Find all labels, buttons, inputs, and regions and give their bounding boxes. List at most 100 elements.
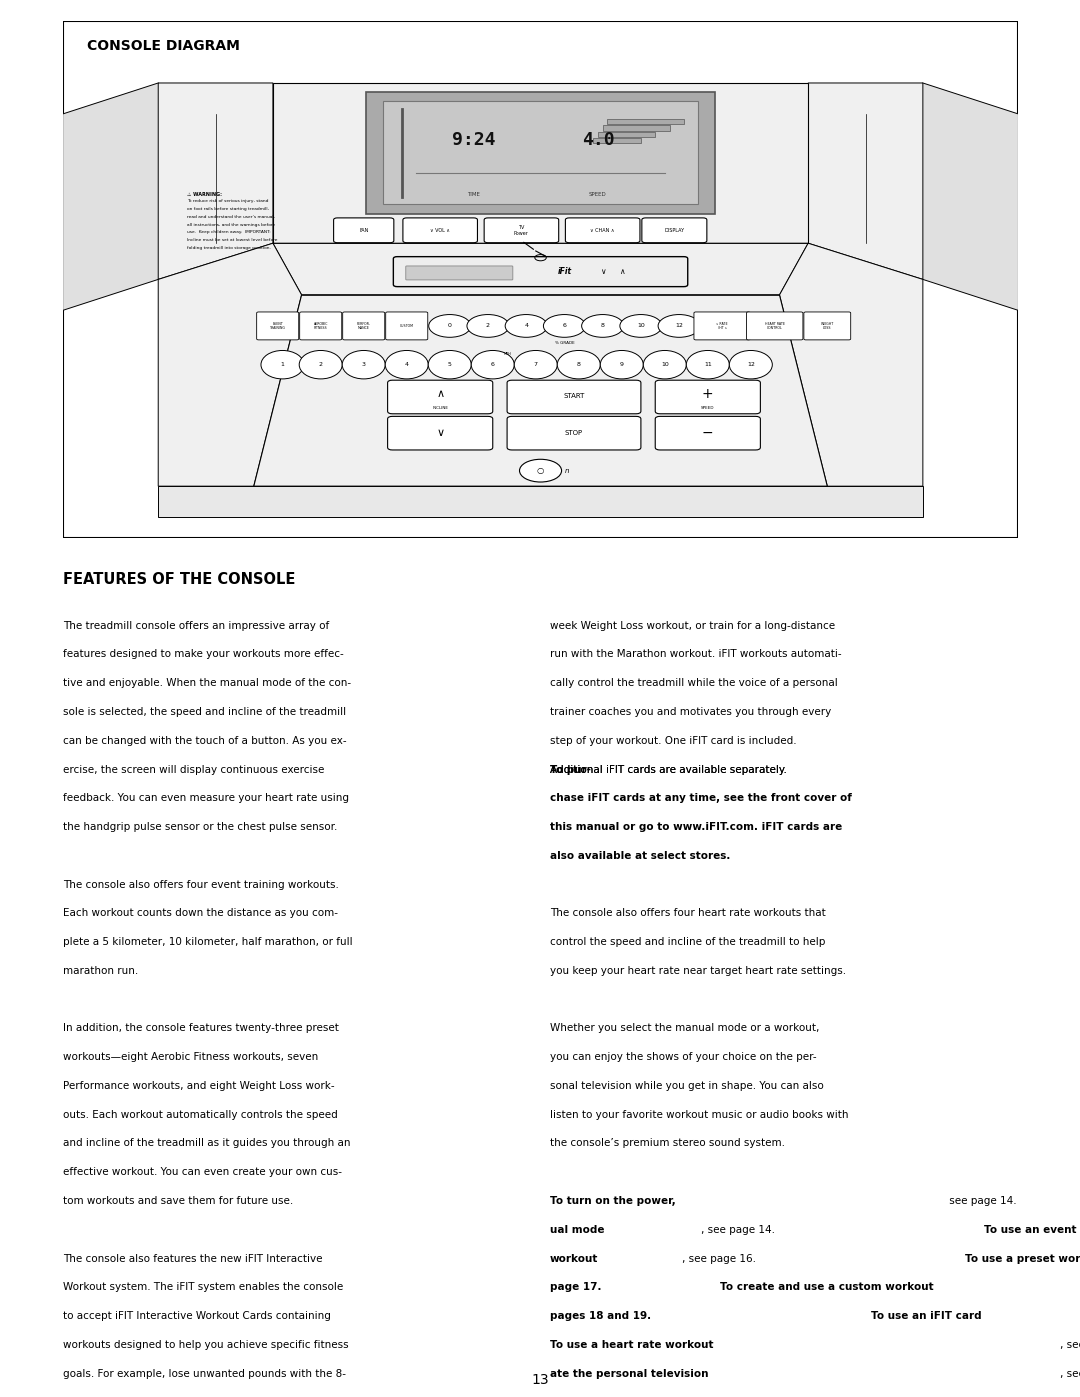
Text: you keep your heart rate near target heart rate settings.: you keep your heart rate near target hea…	[550, 965, 846, 977]
Text: ∧: ∧	[436, 390, 444, 400]
Text: run with the Marathon workout. iFIT workouts automati-: run with the Marathon workout. iFIT work…	[550, 650, 841, 659]
Text: 4: 4	[405, 362, 408, 367]
Circle shape	[658, 314, 700, 337]
Text: 9: 9	[620, 362, 624, 367]
FancyBboxPatch shape	[656, 380, 760, 414]
Ellipse shape	[686, 351, 729, 379]
Text: 4: 4	[524, 324, 528, 328]
Polygon shape	[273, 82, 808, 243]
Text: sonal television while you get in shape. You can also: sonal television while you get in shape.…	[550, 1081, 823, 1091]
Text: To create and use a custom workout: To create and use a custom workout	[719, 1282, 933, 1292]
Text: chase iFIT cards at any time, see the front cover of: chase iFIT cards at any time, see the fr…	[550, 793, 851, 803]
FancyBboxPatch shape	[746, 312, 802, 339]
Circle shape	[467, 314, 509, 337]
Polygon shape	[254, 295, 827, 486]
FancyBboxPatch shape	[694, 312, 751, 339]
Text: you can enjoy the shows of your choice on the per-: you can enjoy the shows of your choice o…	[550, 1052, 816, 1062]
FancyBboxPatch shape	[382, 101, 699, 204]
FancyBboxPatch shape	[656, 416, 760, 450]
Text: Whether you select the manual mode or a workout,: Whether you select the manual mode or a …	[550, 1024, 819, 1034]
Ellipse shape	[261, 351, 303, 379]
Text: ate the personal television: ate the personal television	[550, 1369, 708, 1379]
Text: ercise, the screen will display continuous exercise: ercise, the screen will display continuo…	[63, 764, 324, 774]
Text: sole is selected, the speed and incline of the treadmill: sole is selected, the speed and incline …	[63, 707, 346, 717]
Ellipse shape	[600, 351, 644, 379]
Text: n: n	[565, 468, 569, 474]
Text: To use an event training: To use an event training	[984, 1225, 1080, 1235]
Text: SPEED: SPEED	[701, 405, 715, 409]
Text: see page 14.: see page 14.	[946, 1196, 1021, 1206]
FancyBboxPatch shape	[508, 416, 640, 450]
FancyBboxPatch shape	[406, 265, 513, 279]
FancyBboxPatch shape	[299, 312, 341, 339]
Text: 0: 0	[448, 324, 451, 328]
Text: , see page 22.: , see page 22.	[1059, 1369, 1080, 1379]
Text: feedback. You can even measure your heart rate using: feedback. You can even measure your hear…	[63, 793, 349, 803]
FancyBboxPatch shape	[593, 138, 640, 142]
Text: CUSTOM: CUSTOM	[400, 324, 414, 328]
Text: week Weight Loss workout, or train for a long-distance: week Weight Loss workout, or train for a…	[550, 620, 835, 630]
Text: Additional iFIT cards are available separately.: Additional iFIT cards are available sepa…	[550, 764, 789, 774]
Text: 12: 12	[675, 324, 683, 328]
Text: ○: ○	[537, 467, 544, 475]
Ellipse shape	[729, 351, 772, 379]
Text: 5: 5	[448, 362, 451, 367]
Text: trainer coaches you and motivates you through every: trainer coaches you and motivates you th…	[550, 707, 831, 717]
Text: can be changed with the touch of a button. As you ex-: can be changed with the touch of a butto…	[63, 736, 347, 746]
Text: , see page 14.: , see page 14.	[701, 1225, 778, 1235]
Text: 8: 8	[600, 324, 605, 328]
Text: The console also offers four heart rate workouts that: The console also offers four heart rate …	[550, 908, 825, 918]
FancyBboxPatch shape	[603, 126, 670, 130]
FancyBboxPatch shape	[804, 312, 851, 339]
FancyBboxPatch shape	[257, 312, 299, 339]
Text: 1: 1	[281, 362, 284, 367]
Text: workouts designed to help you achieve specific fitness: workouts designed to help you achieve sp…	[63, 1340, 348, 1350]
Text: , see page 21.: , see page 21.	[1059, 1340, 1080, 1350]
Text: pages 18 and 19.: pages 18 and 19.	[550, 1310, 651, 1322]
Text: The console also offers four event training workouts.: The console also offers four event train…	[63, 880, 338, 890]
Text: 3: 3	[362, 362, 366, 367]
Polygon shape	[808, 82, 923, 279]
Text: to accept iFIT Interactive Workout Cards containing: to accept iFIT Interactive Workout Cards…	[63, 1310, 330, 1322]
FancyBboxPatch shape	[334, 218, 394, 243]
Text: control the speed and incline of the treadmill to help: control the speed and incline of the tre…	[550, 937, 825, 947]
Polygon shape	[780, 243, 923, 486]
Text: The treadmill console offers an impressive array of: The treadmill console offers an impressi…	[63, 620, 329, 630]
Text: EVENT
TRAINING: EVENT TRAINING	[270, 321, 285, 330]
Text: ∨ VOL ∧: ∨ VOL ∧	[430, 228, 450, 233]
Circle shape	[519, 460, 562, 482]
Text: In addition, the console features twenty-three preset: In addition, the console features twenty…	[63, 1024, 338, 1034]
Text: ∨: ∨	[599, 267, 606, 277]
Text: 10: 10	[637, 324, 645, 328]
Text: 7: 7	[534, 362, 538, 367]
Text: plete a 5 kilometer, 10 kilometer, half marathon, or full: plete a 5 kilometer, 10 kilometer, half …	[63, 937, 352, 947]
FancyBboxPatch shape	[386, 312, 428, 339]
FancyBboxPatch shape	[566, 218, 640, 243]
Text: FAN: FAN	[359, 228, 368, 233]
Text: The console also features the new iFIT Interactive: The console also features the new iFIT I…	[63, 1253, 322, 1263]
Text: the console’s premium stereo sound system.: the console’s premium stereo sound syste…	[550, 1139, 785, 1148]
FancyBboxPatch shape	[403, 218, 477, 243]
Text: ∧: ∧	[619, 267, 624, 277]
FancyBboxPatch shape	[366, 92, 715, 214]
Polygon shape	[273, 243, 808, 295]
Text: workouts—eight Aerobic Fitness workouts, seven: workouts—eight Aerobic Fitness workouts,…	[63, 1052, 318, 1062]
Text: 2: 2	[319, 362, 323, 367]
Text: DISPLAY: DISPLAY	[664, 228, 685, 233]
Text: To use an iFIT card: To use an iFIT card	[870, 1310, 982, 1322]
Text: To pur-: To pur-	[550, 764, 591, 774]
Text: WEIGHT
LOSS: WEIGHT LOSS	[821, 321, 834, 330]
Circle shape	[543, 314, 585, 337]
Text: listen to your favorite workout music or audio books with: listen to your favorite workout music or…	[550, 1109, 848, 1119]
Text: TV
Power: TV Power	[514, 225, 529, 236]
FancyBboxPatch shape	[388, 416, 492, 450]
Text: 9:24: 9:24	[451, 131, 496, 149]
Polygon shape	[159, 82, 273, 279]
Circle shape	[582, 314, 623, 337]
Circle shape	[429, 314, 471, 337]
Text: +: +	[702, 387, 714, 401]
Text: tive and enjoyable. When the manual mode of the con-: tive and enjoyable. When the manual mode…	[63, 678, 351, 689]
Ellipse shape	[342, 351, 386, 379]
Text: ∨: ∨	[436, 427, 444, 437]
Circle shape	[620, 314, 662, 337]
